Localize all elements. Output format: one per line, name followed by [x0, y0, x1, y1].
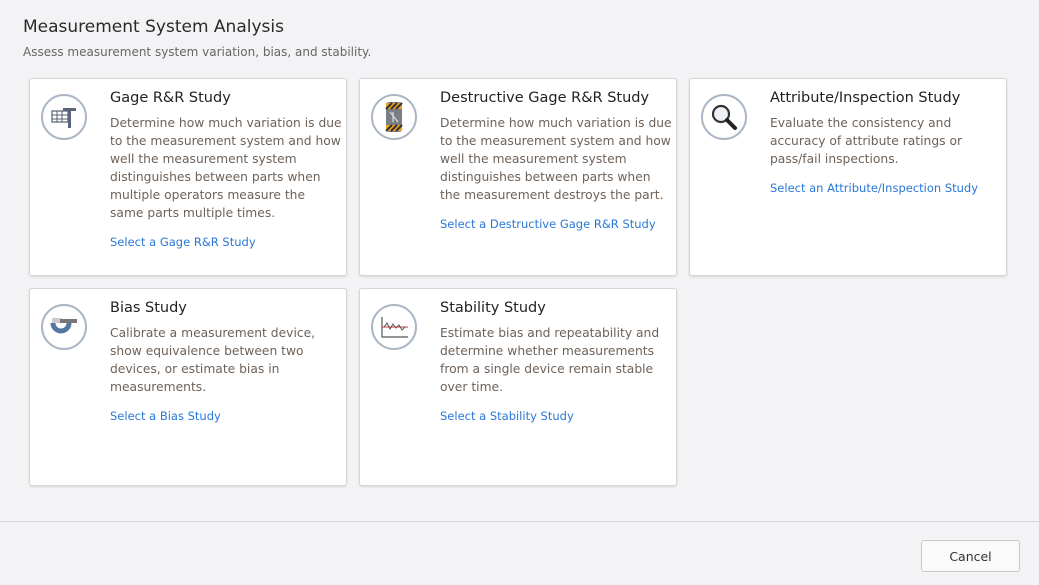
card-attribute-inspection-study[interactable]: Attribute/Inspection Study Evaluate the … [689, 78, 1007, 276]
magnifier-icon [701, 94, 747, 140]
footer-divider [0, 521, 1039, 522]
control-chart-icon [371, 304, 417, 350]
card-title: Destructive Gage R&R Study [440, 90, 650, 106]
select-gage-rr-link[interactable]: Select a Gage R&R Study [110, 235, 256, 249]
card-title: Attribute/Inspection Study [770, 90, 961, 106]
micrometer-icon [41, 304, 87, 350]
select-attribute-inspection-link[interactable]: Select an Attribute/Inspection Study [770, 181, 979, 195]
gage-caliper-table-icon [41, 94, 87, 140]
card-description: Estimate bias and repeatability and dete… [440, 326, 660, 394]
card-description: Evaluate the consistency and accuracy of… [770, 116, 963, 166]
select-stability-study-link[interactable]: Select a Stability Study [440, 409, 574, 423]
card-title: Gage R&R Study [110, 90, 231, 106]
card-title: Bias Study [110, 300, 187, 316]
select-bias-study-link[interactable]: Select a Bias Study [110, 409, 221, 423]
cancel-button[interactable]: Cancel [921, 540, 1020, 572]
card-destructive-gage-rr-study[interactable]: Destructive Gage R&R Study Determine how… [359, 78, 677, 276]
select-destructive-gage-rr-link[interactable]: Select a Destructive Gage R&R Study [440, 217, 656, 231]
card-stability-study[interactable]: Stability Study Estimate bias and repeat… [359, 288, 677, 486]
card-description: Determine how much variation is due to t… [110, 116, 342, 220]
card-bias-study[interactable]: Bias Study Calibrate a measurement devic… [29, 288, 347, 486]
card-gage-rr-study[interactable]: Gage R&R Study Determine how much variat… [29, 78, 347, 276]
page-title: Measurement System Analysis [23, 17, 284, 37]
card-description: Determine how much variation is due to t… [440, 116, 672, 202]
destructive-test-icon [371, 94, 417, 140]
page-subtitle: Assess measurement system variation, bia… [23, 45, 372, 59]
card-title: Stability Study [440, 300, 546, 316]
card-description: Calibrate a measurement device, show equ… [110, 326, 316, 394]
